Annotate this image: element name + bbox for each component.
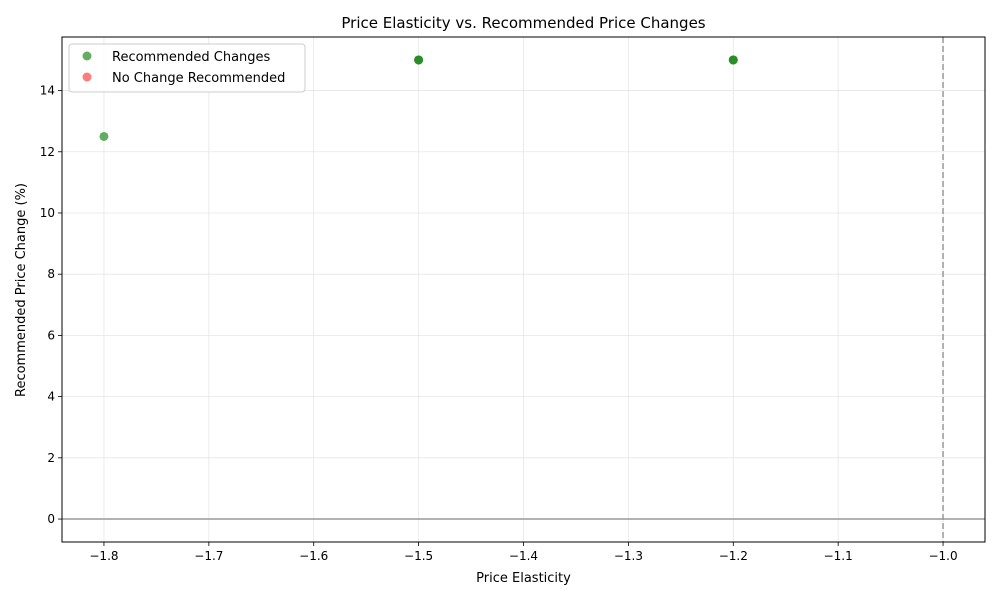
legend-marker — [82, 72, 92, 82]
x-tick-label: −1.6 — [299, 549, 328, 563]
x-tick-label: −1.0 — [928, 549, 957, 563]
legend-box — [68, 43, 306, 93]
legend-label: Recommended Changes — [112, 50, 271, 65]
x-axis-label: Price Elasticity — [476, 571, 571, 586]
y-tick-label: 8 — [47, 267, 55, 281]
y-tick-label: 14 — [40, 84, 55, 98]
data-points — [99, 55, 738, 141]
y-axis-ticks: 0 2 4 6 8 10 12 14 — [40, 84, 62, 526]
x-axis-ticks: −1.8 −1.7 −1.6 −1.5 −1.4 −1.3 −1.2 −1.1 −1.0 — [89, 542, 958, 563]
legend-marker — [82, 51, 92, 61]
data-point — [414, 55, 424, 65]
reference-lines — [62, 37, 985, 542]
y-tick-label: 0 — [47, 512, 55, 526]
y-tick-label: 2 — [47, 451, 55, 465]
x-tick-label: −1.1 — [824, 549, 853, 563]
y-tick-label: 6 — [47, 328, 55, 342]
grid — [62, 37, 985, 542]
legend: Recommended Changes No Change Recommended — [68, 43, 306, 93]
chart-title: Price Elasticity vs. Recommended Price C… — [341, 14, 705, 32]
legend-label: No Change Recommended — [112, 71, 285, 86]
x-tick-label: −1.3 — [614, 549, 643, 563]
y-tick-label: 12 — [40, 145, 55, 159]
x-tick-label: −1.7 — [194, 549, 223, 563]
data-point — [728, 55, 738, 65]
y-axis-label: Recommended Price Change (%) — [14, 183, 29, 397]
x-tick-label: −1.5 — [404, 549, 433, 563]
y-tick-label: 10 — [40, 206, 55, 220]
y-tick-label: 4 — [47, 390, 55, 404]
x-tick-label: −1.2 — [719, 549, 748, 563]
x-tick-label: −1.4 — [509, 549, 538, 563]
x-tick-label: −1.8 — [89, 549, 118, 563]
data-point — [99, 131, 109, 141]
